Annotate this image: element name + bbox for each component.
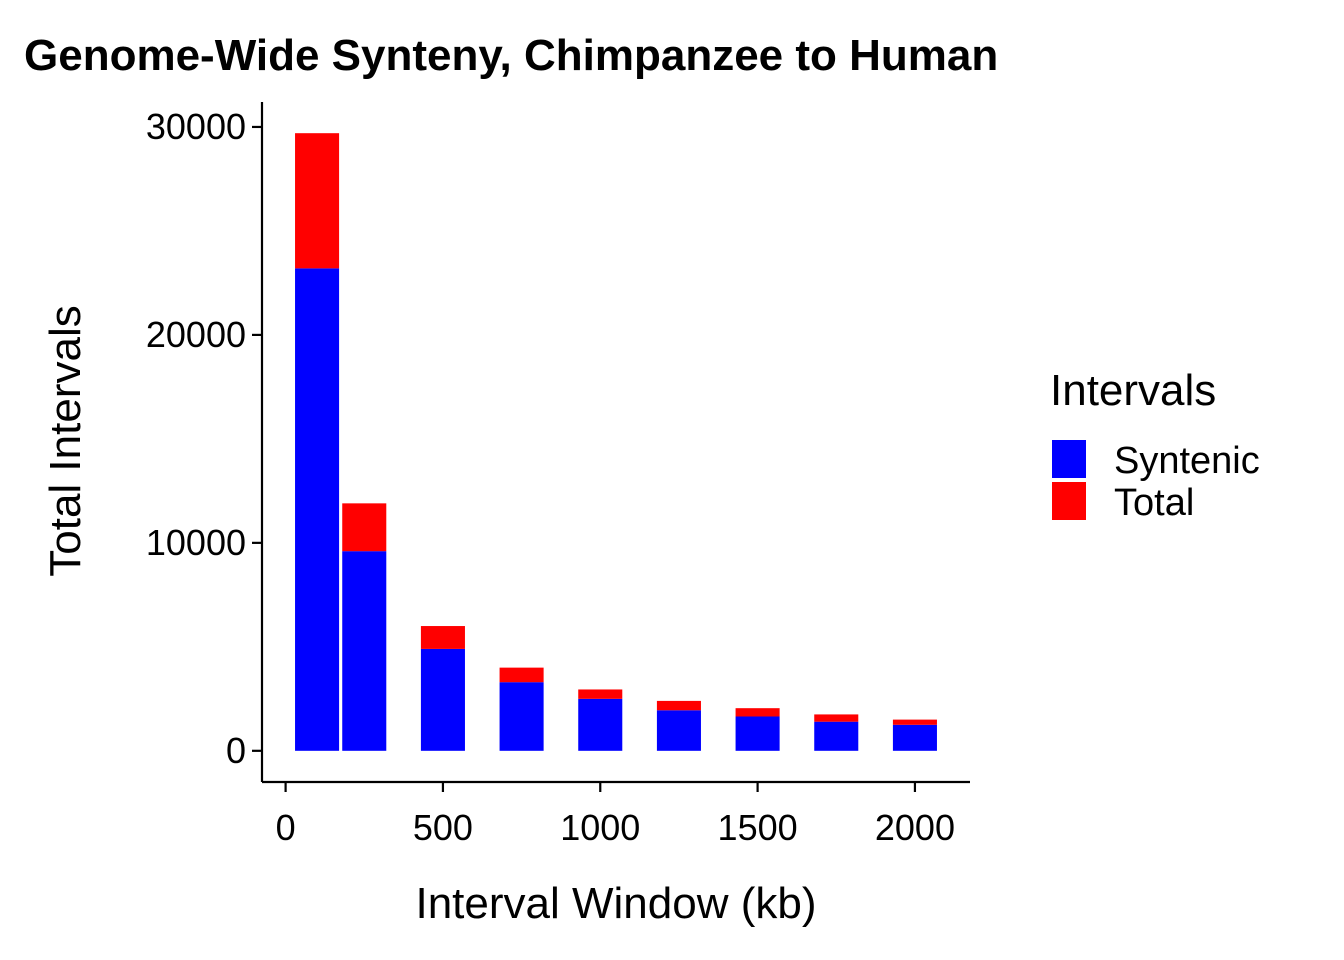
y-tick-label: 0 [226, 730, 246, 771]
x-tick-label: 500 [413, 807, 473, 848]
chart-title: Genome-Wide Synteny, Chimpanzee to Human [24, 31, 998, 80]
bar-syntenic-4 [578, 698, 623, 751]
legend-label-total: Total [1114, 482, 1194, 524]
x-tick-label: 1000 [560, 807, 640, 848]
bar-total-1 [342, 503, 387, 552]
legend-key-total [1052, 482, 1086, 520]
legend-label-syntenic: Syntenic [1114, 440, 1260, 482]
bar-total-6 [735, 708, 780, 717]
axes-group: 0 10000 20000 30000 0 500 1000 1500 2000 [146, 102, 970, 848]
legend-title: Intervals [1050, 366, 1216, 415]
bar-syntenic-7 [814, 721, 859, 751]
y-axis-title: Total Intervals [41, 305, 90, 576]
y-tick-label: 10000 [146, 522, 246, 563]
legend-key-syntenic [1052, 440, 1086, 478]
bar-total-8 [892, 719, 937, 725]
bar-syntenic-3 [499, 682, 544, 751]
bar-syntenic-5 [656, 710, 701, 751]
y-tick-label: 30000 [146, 106, 246, 147]
bar-syntenic-6 [735, 716, 780, 751]
bar-syntenic-1 [342, 551, 387, 751]
bar-total-4 [578, 689, 623, 699]
bars-group [295, 133, 937, 751]
bar-total-3 [499, 667, 544, 683]
x-tick-label: 1500 [718, 807, 798, 848]
bar-total-7 [814, 714, 859, 722]
x-axis-title: Interval Window (kb) [415, 879, 816, 928]
y-tick-label: 20000 [146, 314, 246, 355]
bar-syntenic-8 [892, 724, 937, 751]
x-tick-label: 0 [276, 807, 296, 848]
bar-total-0 [295, 133, 340, 269]
bar-total-2 [420, 626, 465, 649]
x-tick-label: 2000 [875, 807, 955, 848]
bar-syntenic-2 [420, 648, 465, 751]
bar-total-5 [656, 700, 701, 711]
bar-syntenic-0 [295, 268, 340, 751]
